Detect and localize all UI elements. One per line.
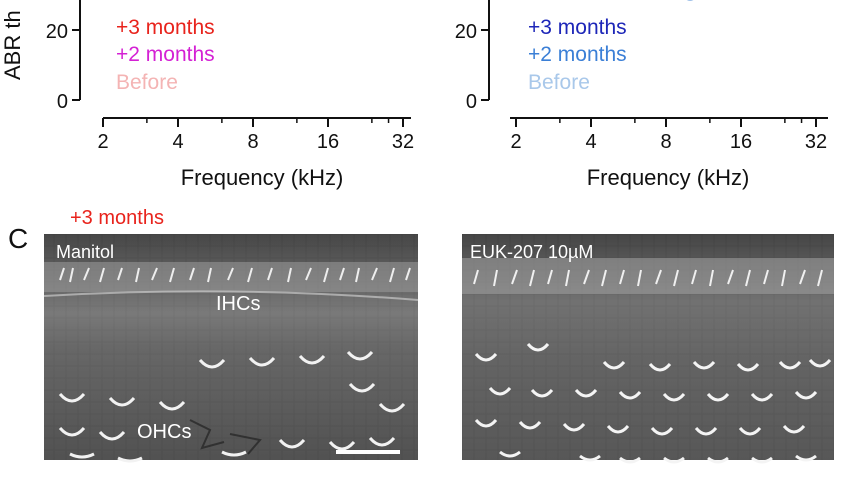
- label-ihcs: IHCs: [216, 293, 260, 315]
- x-axis-label: Frequency (kHz): [587, 165, 750, 190]
- legend-right-1: +2 months: [528, 43, 627, 66]
- y-tick-label-0: 0: [57, 91, 68, 113]
- ohc-rows: [474, 342, 832, 464]
- ohc-rows: [58, 350, 406, 463]
- legend-left-2: Before: [116, 71, 178, 94]
- panel-c: C +3 months Manitol IHCs OHCs: [8, 207, 834, 464]
- x-tick-label-32: 32: [805, 131, 827, 153]
- chart-left: ABR th 20 0 +3 months +2 months Before 2…: [0, 0, 414, 190]
- x-ticks-right: 2 4 8 16 32: [510, 118, 827, 153]
- sem-image-euk207: EUK-207 10µM: [462, 234, 834, 464]
- ihc-row: [473, 269, 823, 287]
- x-tick-label-8: 8: [660, 131, 671, 153]
- sem-image-manitol: Manitol IHCs OHCs: [43, 234, 419, 463]
- x-tick-label-2: 2: [510, 131, 521, 153]
- label-ohcs: OHCs: [137, 421, 191, 443]
- x-tick-label-2: 2: [97, 131, 108, 153]
- legend-left-1: +2 months: [116, 43, 215, 66]
- sem-caption-manitol: Manitol: [56, 242, 114, 262]
- y-tick-label-20: 20: [46, 21, 68, 43]
- y-tick-label-0: 0: [466, 91, 477, 113]
- legend-left-0: +3 months: [116, 16, 215, 39]
- x-tick-label-32: 32: [392, 131, 414, 153]
- legend-right-2: Before: [528, 71, 590, 94]
- y-tick-label-20: 20: [455, 21, 477, 43]
- x-ticks-left: 2 4 8 16 32: [97, 118, 414, 153]
- x-tick-label-8: 8: [247, 131, 258, 153]
- panel-c-time-label: +3 months: [70, 207, 164, 229]
- ihc-row: [59, 267, 411, 283]
- sem-caption-euk207: EUK-207 10µM: [470, 242, 593, 262]
- x-tick-label-4: 4: [585, 131, 596, 153]
- legend-right-0: +3 months: [528, 16, 627, 39]
- x-tick-label-4: 4: [172, 131, 183, 153]
- x-tick-label-16: 16: [730, 131, 752, 153]
- x-axis-label: Frequency (kHz): [181, 165, 344, 190]
- chart-right: 20 0 +3 months +2 months Before 2 4 8 16 32 …: [455, 0, 828, 190]
- y-axis-label: ABR th: [0, 10, 25, 80]
- panel-c-label: C: [8, 223, 28, 254]
- x-tick-label-16: 16: [317, 131, 339, 153]
